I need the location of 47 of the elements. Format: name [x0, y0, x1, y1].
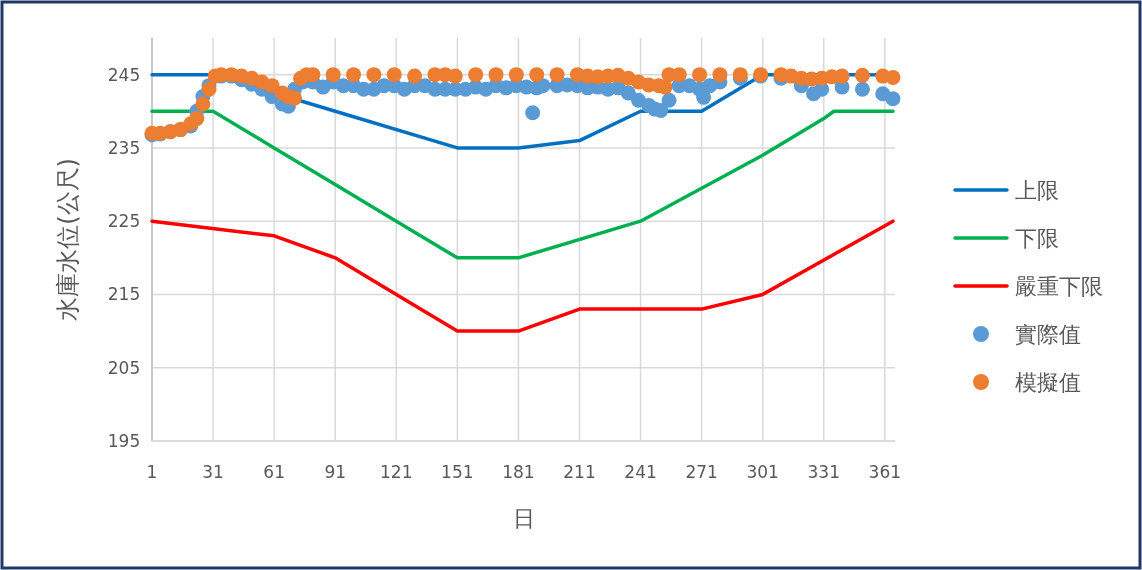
point [885, 70, 901, 86]
x-tick-label: 331 [807, 462, 840, 482]
y-tick-label: 225 [107, 211, 141, 232]
point [407, 68, 423, 84]
x-tick-label: 61 [263, 462, 285, 482]
x-tick-label: 31 [202, 462, 224, 482]
x-tick-label: 181 [502, 462, 535, 482]
point [712, 67, 728, 83]
point [834, 68, 850, 84]
legend-label: 下限 [1015, 226, 1059, 251]
point [386, 67, 402, 83]
point [692, 67, 708, 83]
point [447, 68, 463, 84]
x-tick-label: 91 [324, 462, 347, 482]
y-tick-label: 205 [107, 357, 141, 378]
point [529, 67, 545, 83]
x-tick-label: 241 [624, 462, 657, 482]
point [195, 96, 211, 112]
y-tick-label: 235 [107, 137, 141, 158]
x-tick-label: 271 [685, 462, 718, 482]
line-series [150, 109, 895, 260]
point [346, 67, 362, 83]
point [488, 67, 504, 83]
y-tick-label: 245 [107, 64, 141, 85]
legend-label: 嚴重下限 [1015, 274, 1103, 299]
legend-label: 模擬值 [1015, 370, 1081, 395]
x-tick-label: 361 [868, 462, 902, 482]
x-tick-label: 1 [146, 462, 158, 482]
y-tick-label: 195 [107, 431, 141, 451]
line-series [150, 219, 895, 333]
point [325, 67, 341, 83]
point [854, 67, 870, 83]
point [189, 111, 205, 127]
legend-label: 實際值 [1015, 322, 1081, 347]
point [366, 67, 382, 83]
legend-label: 上限 [1015, 178, 1059, 203]
point [508, 67, 524, 83]
x-axis-title: 日 [512, 506, 535, 531]
point [264, 78, 280, 94]
x-tick-label: 121 [380, 462, 413, 482]
x-tick-label: 211 [563, 462, 596, 482]
y-axis-title: 水庫水位(公尺) [54, 158, 82, 321]
point [549, 67, 565, 83]
point [468, 67, 484, 83]
x-tick-label: 301 [746, 462, 779, 482]
x-tick-label: 151 [441, 462, 474, 482]
y-tick-label: 215 [107, 284, 141, 305]
